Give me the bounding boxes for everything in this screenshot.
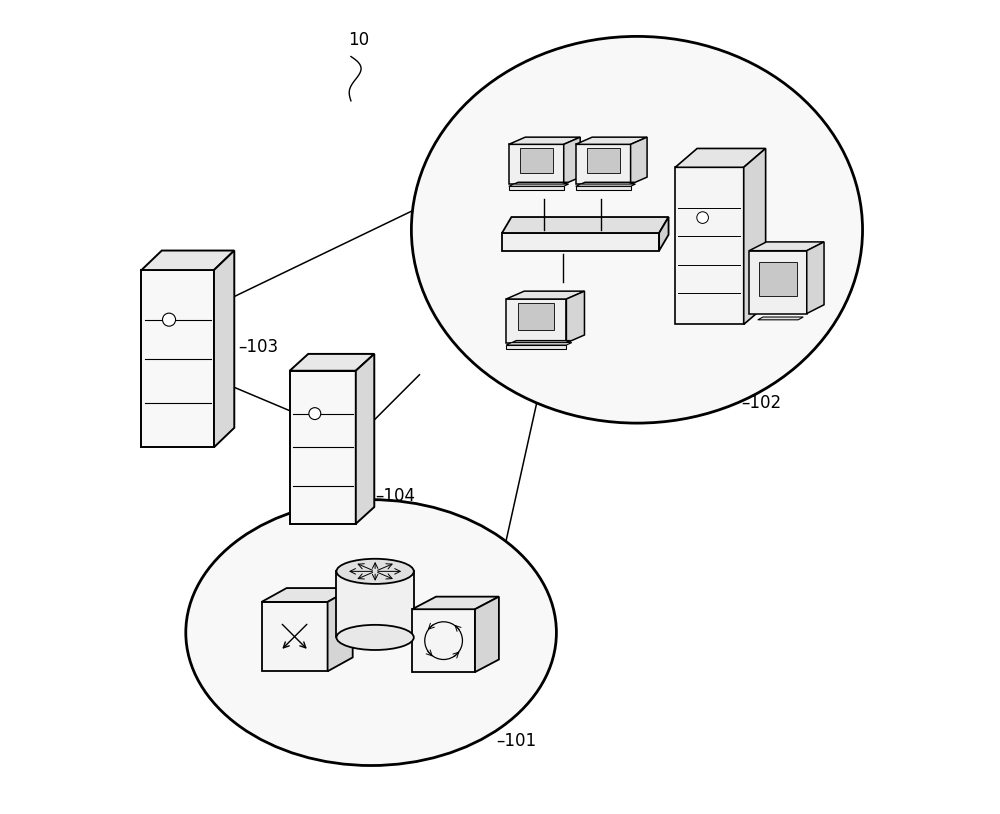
Polygon shape: [576, 184, 636, 186]
Polygon shape: [675, 148, 766, 168]
Polygon shape: [744, 148, 766, 325]
Ellipse shape: [336, 625, 414, 650]
Polygon shape: [509, 184, 569, 186]
Polygon shape: [749, 251, 807, 313]
Text: –102: –102: [742, 394, 782, 412]
Polygon shape: [509, 144, 564, 184]
Polygon shape: [509, 341, 571, 344]
Polygon shape: [290, 370, 356, 524]
Polygon shape: [502, 217, 669, 233]
Polygon shape: [412, 597, 499, 609]
Circle shape: [163, 313, 176, 326]
Ellipse shape: [186, 500, 556, 765]
Polygon shape: [509, 138, 580, 144]
Text: –103: –103: [238, 338, 278, 356]
Polygon shape: [262, 588, 353, 602]
Polygon shape: [564, 138, 580, 184]
Polygon shape: [262, 602, 328, 672]
Polygon shape: [356, 354, 374, 524]
Polygon shape: [506, 291, 584, 299]
Polygon shape: [807, 242, 824, 313]
Polygon shape: [576, 138, 647, 144]
Polygon shape: [336, 571, 414, 637]
Polygon shape: [506, 343, 572, 345]
Polygon shape: [576, 186, 631, 190]
Polygon shape: [566, 291, 584, 343]
Polygon shape: [506, 299, 566, 343]
Text: –104: –104: [375, 487, 415, 505]
Polygon shape: [141, 251, 234, 270]
Polygon shape: [512, 182, 568, 186]
Text: 10: 10: [348, 32, 370, 50]
Polygon shape: [214, 251, 234, 447]
Polygon shape: [749, 242, 824, 251]
Polygon shape: [506, 345, 566, 349]
Polygon shape: [518, 303, 554, 330]
Polygon shape: [412, 609, 475, 672]
Circle shape: [309, 408, 321, 419]
Polygon shape: [141, 270, 214, 447]
Polygon shape: [675, 168, 744, 325]
Polygon shape: [328, 588, 353, 672]
Polygon shape: [290, 354, 374, 370]
Polygon shape: [475, 597, 499, 672]
Polygon shape: [509, 186, 564, 190]
Polygon shape: [502, 233, 659, 251]
Polygon shape: [578, 182, 634, 186]
Polygon shape: [759, 261, 797, 296]
Circle shape: [697, 212, 708, 223]
Polygon shape: [631, 138, 647, 184]
Ellipse shape: [411, 37, 863, 423]
Ellipse shape: [336, 558, 414, 584]
Polygon shape: [576, 144, 631, 184]
Polygon shape: [659, 217, 669, 251]
Polygon shape: [758, 317, 803, 320]
Polygon shape: [520, 148, 553, 173]
Polygon shape: [587, 148, 620, 173]
Text: –101: –101: [496, 733, 536, 751]
